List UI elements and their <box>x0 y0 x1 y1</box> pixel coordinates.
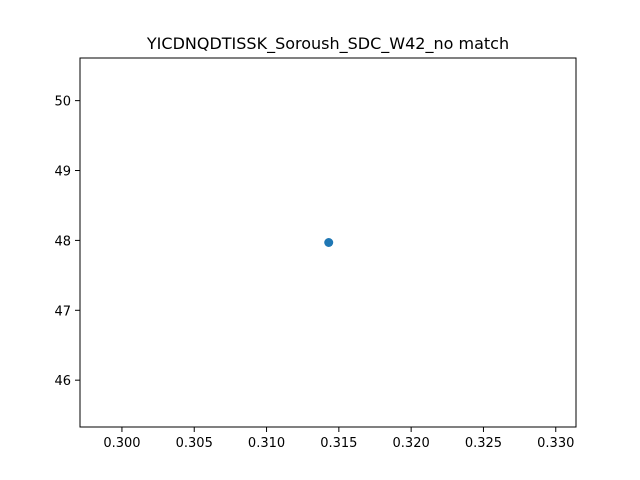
y-tick-label: 46 <box>54 374 71 389</box>
scatter-point <box>324 238 334 247</box>
y-tick-label: 50 <box>54 95 71 110</box>
x-tick-label: 0.325 <box>465 436 502 451</box>
x-tick-label: 0.310 <box>248 436 285 451</box>
x-tick-label: 0.315 <box>320 436 357 451</box>
data-points <box>324 238 334 247</box>
x-tick-label: 0.320 <box>393 436 430 451</box>
x-tick-label: 0.330 <box>537 436 574 451</box>
y-axis-ticks: 46 47 48 49 50 <box>54 95 80 389</box>
x-axis-ticks: 0.300 0.305 0.310 0.315 0.320 0.325 0.330 <box>103 427 574 451</box>
y-tick-label: 49 <box>54 165 71 180</box>
x-tick-label: 0.305 <box>176 436 213 451</box>
x-tick-label: 0.300 <box>103 436 140 451</box>
y-tick-label: 48 <box>54 234 71 249</box>
chart-title: YICDNQDTISSK_Soroush_SDC_W42_no match <box>146 34 509 54</box>
y-tick-label: 47 <box>54 304 71 319</box>
